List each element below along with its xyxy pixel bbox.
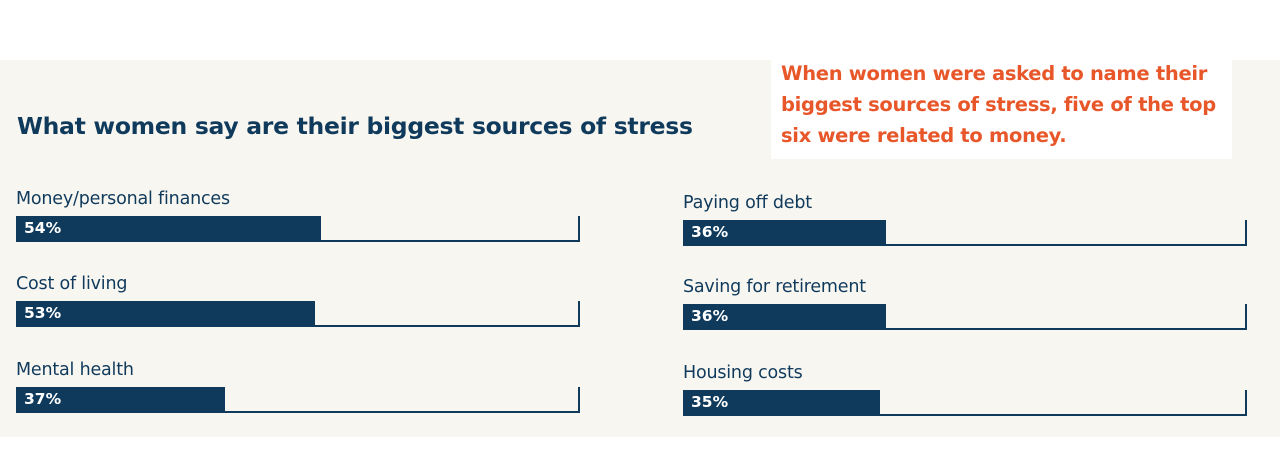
bar-track: 37%	[16, 387, 580, 413]
bar-track: 35%	[683, 390, 1247, 416]
bar-track: 53%	[16, 301, 580, 327]
bar-fill	[683, 390, 880, 414]
bar-fill	[683, 304, 886, 328]
bar-value-label: 36%	[691, 307, 729, 325]
bar-value-label: 37%	[24, 390, 62, 408]
bar-fill	[16, 301, 315, 325]
chart-title: What women say are their biggest sources…	[17, 112, 693, 140]
bar-track: 36%	[683, 304, 1247, 330]
bar-item-saving-for-retirement: Saving for retirement 36%	[683, 277, 1248, 337]
bar-value-label: 35%	[691, 393, 729, 411]
bar-label: Paying off debt	[683, 193, 812, 213]
bar-item-money-personal-finances: Money/personal finances 54%	[16, 189, 581, 249]
bar-label: Cost of living	[16, 274, 128, 294]
bar-value-label: 53%	[24, 304, 62, 322]
bar-track: 54%	[16, 216, 580, 242]
bar-fill	[683, 220, 886, 244]
callout-line-1: When women were asked to name their	[781, 62, 1208, 85]
bar-fill	[16, 216, 321, 240]
bar-track: 36%	[683, 220, 1247, 246]
callout-line-2: biggest sources of stress, five of the t…	[781, 93, 1216, 116]
bar-item-mental-health: Mental health 37%	[16, 360, 581, 420]
bar-label: Housing costs	[683, 363, 803, 383]
bar-value-label: 54%	[24, 219, 62, 237]
bar-label: Money/personal finances	[16, 189, 230, 209]
bar-fill	[16, 387, 225, 411]
bar-item-paying-off-debt: Paying off debt 36%	[683, 193, 1248, 253]
bar-value-label: 36%	[691, 223, 729, 241]
bar-item-housing-costs: Housing costs 35%	[683, 363, 1248, 423]
bar-label: Mental health	[16, 360, 134, 380]
bar-item-cost-of-living: Cost of living 53%	[16, 274, 581, 334]
callout-line-3: six were related to money.	[781, 124, 1067, 147]
bar-label: Saving for retirement	[683, 277, 866, 297]
callout-box: When women were asked to name their bigg…	[771, 54, 1232, 159]
